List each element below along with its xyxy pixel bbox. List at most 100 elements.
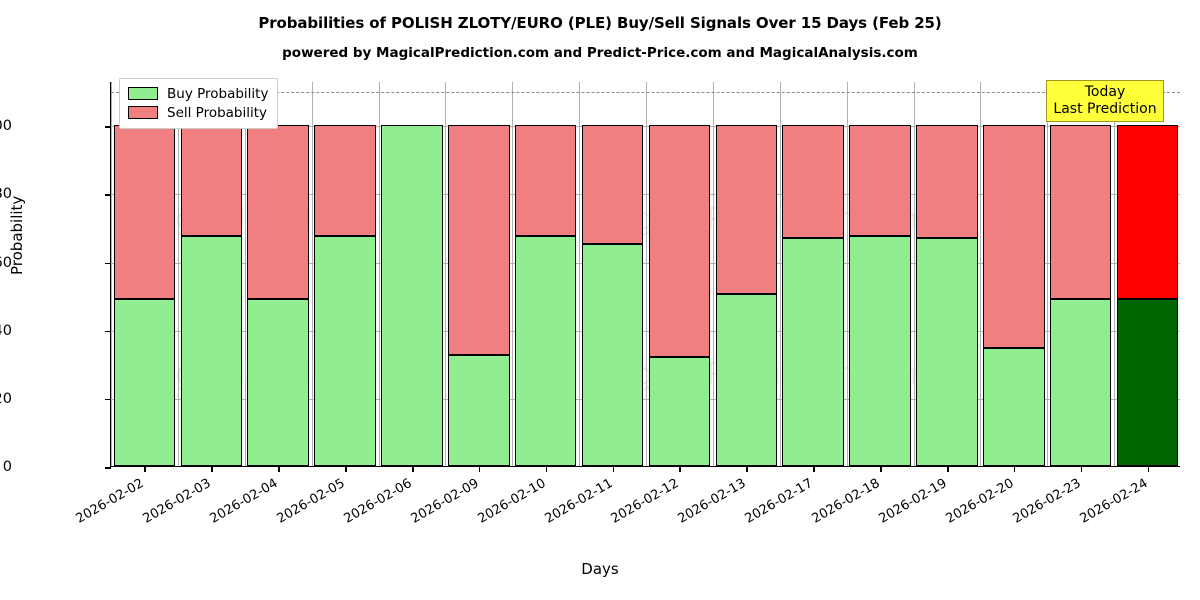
- x-tick-label: 2026-02-04: [207, 476, 281, 527]
- gridline-horizontal: [111, 398, 1180, 400]
- bar-segment-buy[interactable]: [916, 238, 978, 466]
- y-tick-label: 80: [0, 186, 12, 203]
- bar-segment-sell[interactable]: [849, 125, 911, 237]
- today-last-prediction-badge: Today Last Prediction: [1046, 80, 1164, 123]
- bar-stack[interactable]: [849, 82, 911, 466]
- y-tick-mark: [105, 330, 111, 333]
- legend-item[interactable]: Sell Probability: [128, 103, 268, 122]
- bar-segment-buy[interactable]: [782, 238, 844, 466]
- bar-segment-sell[interactable]: [648, 125, 711, 357]
- gridline-vertical: [846, 82, 848, 466]
- legend-item-label: Sell Probability: [167, 104, 268, 121]
- y-tick-mark: [105, 467, 111, 469]
- bar-stack[interactable]: [514, 82, 577, 466]
- bar-segment-buy[interactable]: [314, 236, 376, 466]
- bar-segment-buy[interactable]: [180, 236, 243, 466]
- bar-segment-sell[interactable]: [1049, 125, 1112, 300]
- plot-area: MagicalAnalysis.comMagicalPrediction.com…: [105, 82, 1180, 472]
- bar-stack[interactable]: [1116, 82, 1179, 466]
- x-tick-mark: [746, 466, 748, 472]
- bar-stack[interactable]: [448, 82, 510, 466]
- y-tick-mark: [105, 126, 111, 128]
- x-tick-mark: [1013, 466, 1016, 472]
- plot-inner: MagicalAnalysis.comMagicalPrediction.com…: [111, 82, 1180, 466]
- bar-segment-sell[interactable]: [514, 125, 577, 237]
- bar-segment-buy[interactable]: [715, 293, 778, 466]
- bar-stack[interactable]: [782, 82, 844, 466]
- bar-segment-buy[interactable]: [514, 236, 577, 466]
- y-tick-label: 40: [0, 322, 12, 339]
- bar-segment-buy[interactable]: [448, 354, 510, 466]
- legend-color-swatch: [128, 106, 158, 119]
- x-tick-mark: [545, 466, 548, 472]
- bar-segment-buy[interactable]: [113, 299, 176, 466]
- x-tick-label: 2026-02-06: [341, 476, 415, 527]
- x-tick-label: 2026-02-20: [943, 476, 1017, 527]
- x-tick-mark: [679, 466, 682, 472]
- gridline-horizontal: [111, 330, 1180, 332]
- bar-stack[interactable]: [314, 82, 376, 466]
- bar-segment-buy[interactable]: [581, 243, 644, 466]
- bar-segment-sell[interactable]: [113, 125, 176, 300]
- bar-stack[interactable]: [916, 82, 978, 466]
- bar-segment-sell[interactable]: [916, 125, 978, 239]
- bar-stack[interactable]: [648, 82, 711, 466]
- y-tick-mark: [105, 194, 111, 197]
- bar-segment-buy[interactable]: [247, 299, 309, 466]
- bar-segment-sell[interactable]: [448, 125, 510, 355]
- gridline-vertical: [712, 82, 714, 466]
- bar-segment-buy[interactable]: [1049, 299, 1112, 466]
- bar-stack[interactable]: [113, 82, 176, 466]
- y-tick-mark: [105, 398, 111, 401]
- bar-segment-sell[interactable]: [1116, 125, 1179, 300]
- bar-segment-sell[interactable]: [715, 125, 778, 294]
- chart-title: Probabilities of POLISH ZLOTY/EURO (PLE)…: [258, 14, 942, 32]
- gridline-vertical: [646, 82, 647, 466]
- chart-legend: Buy Probability Sell Probability: [119, 78, 279, 129]
- x-tick-mark: [478, 466, 481, 472]
- bar-stack[interactable]: [180, 82, 243, 466]
- bar-segment-buy[interactable]: [648, 356, 711, 466]
- bar-segment-sell[interactable]: [247, 125, 309, 300]
- x-tick-mark: [411, 466, 414, 472]
- bar-stack[interactable]: [381, 82, 443, 466]
- x-tick-mark: [880, 466, 882, 472]
- y-tick-label: 0: [2, 459, 12, 475]
- bar-segment-buy[interactable]: [1116, 299, 1179, 466]
- x-tick-label: 2026-02-19: [876, 476, 950, 527]
- bar-segment-sell[interactable]: [314, 125, 376, 237]
- x-tick-label: 2026-02-11: [542, 476, 616, 527]
- bar-segment-buy[interactable]: [983, 347, 1045, 466]
- x-tick-mark: [345, 466, 347, 472]
- gridline-vertical: [177, 82, 179, 466]
- bar-stack[interactable]: [715, 82, 778, 466]
- gridline-vertical: [512, 82, 514, 466]
- bar-segment-sell[interactable]: [581, 125, 644, 244]
- x-tick-label: 2026-02-05: [274, 476, 348, 527]
- bar-stack[interactable]: [1049, 82, 1112, 466]
- bar-segment-sell[interactable]: [782, 125, 844, 239]
- gridline-horizontal: [111, 126, 1180, 128]
- x-tick-mark: [1080, 466, 1083, 472]
- x-tick-label: 2026-02-10: [475, 476, 549, 527]
- x-tick-mark: [211, 466, 213, 472]
- bar-segment-sell[interactable]: [983, 125, 1045, 348]
- last-prediction-label: Last Prediction: [1053, 100, 1157, 117]
- gridline-vertical: [311, 82, 313, 466]
- bar-stack[interactable]: [983, 82, 1045, 466]
- today-label: Today: [1084, 84, 1126, 100]
- gridline-vertical: [980, 82, 982, 466]
- legend-color-swatch: [128, 87, 158, 100]
- x-tick-mark: [144, 466, 147, 472]
- bar-segment-buy[interactable]: [849, 236, 911, 466]
- y-tick-label: 20: [0, 390, 12, 407]
- bar-segment-sell[interactable]: [180, 125, 243, 237]
- x-tick-mark: [946, 466, 949, 472]
- bar-stack[interactable]: [581, 82, 644, 466]
- bar-segment-buy[interactable]: [381, 125, 443, 466]
- bar-stack[interactable]: [247, 82, 309, 466]
- legend-item[interactable]: Buy Probability: [128, 84, 268, 103]
- x-tick-label: 2026-02-23: [1010, 476, 1084, 527]
- x-tick-mark: [1147, 466, 1150, 472]
